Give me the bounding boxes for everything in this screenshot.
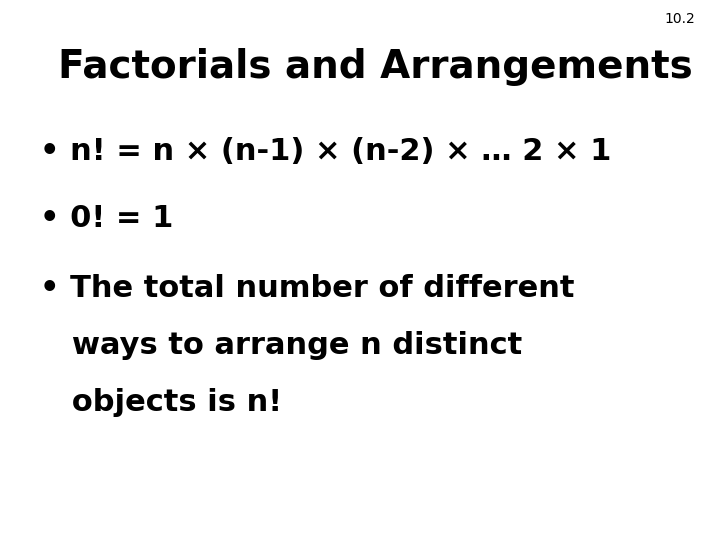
Text: • The total number of different: • The total number of different [40,274,574,303]
Text: objects is n!: objects is n! [40,388,282,417]
Text: 10.2: 10.2 [664,12,695,26]
Text: Factorials and Arrangements: Factorials and Arrangements [58,49,693,86]
Text: ways to arrange n distinct: ways to arrange n distinct [40,331,522,360]
Text: • n! = n × (n-1) × (n-2) × … 2 × 1: • n! = n × (n-1) × (n-2) × … 2 × 1 [40,137,611,166]
Text: • 0! = 1: • 0! = 1 [40,204,173,233]
